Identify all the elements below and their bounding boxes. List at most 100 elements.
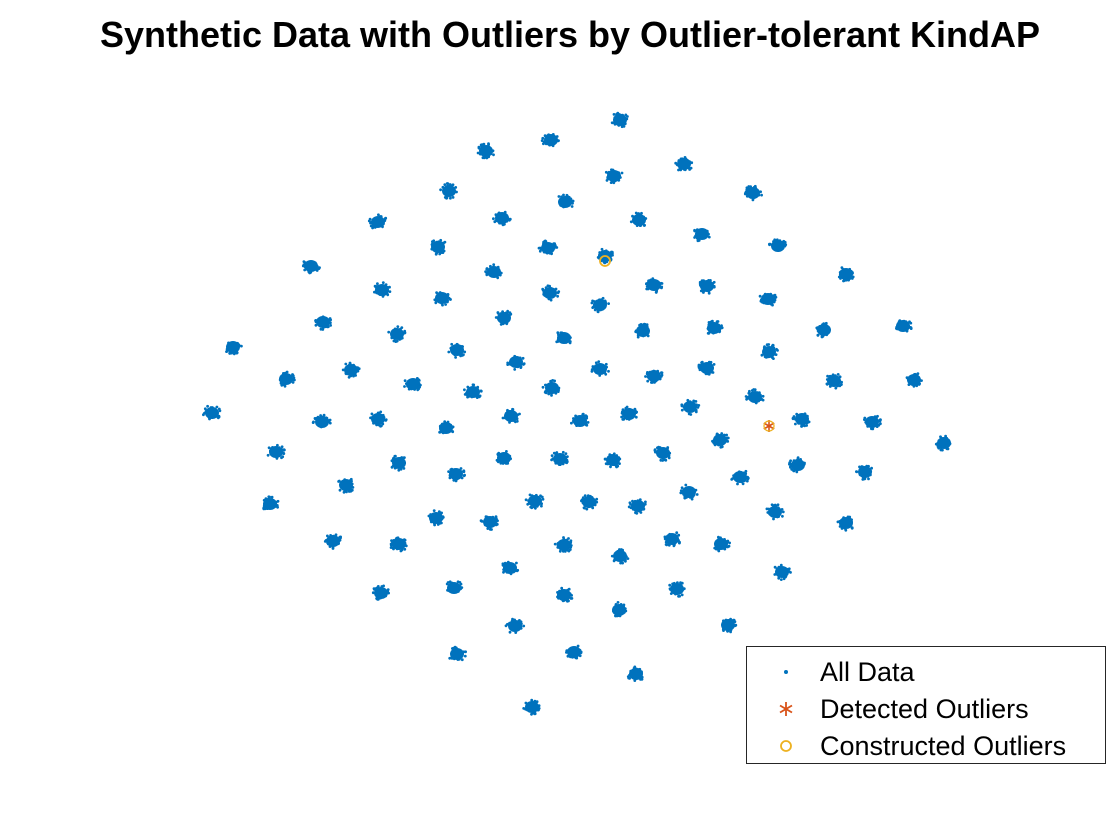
data-cluster — [301, 260, 321, 275]
data-cluster — [674, 156, 694, 172]
data-cluster — [744, 388, 765, 405]
data-cluster — [484, 263, 503, 280]
data-cluster — [668, 581, 686, 598]
detected-outlier-markers — [763, 420, 775, 432]
data-cluster — [768, 238, 788, 252]
data-cluster — [644, 369, 664, 384]
data-cluster — [629, 211, 648, 228]
data-cluster — [653, 445, 672, 462]
data-cluster — [825, 373, 843, 390]
data-cluster — [550, 450, 569, 466]
data-cluster — [278, 370, 296, 388]
detected-outlier-point — [763, 420, 775, 432]
data-cluster — [698, 279, 716, 295]
data-cluster — [495, 450, 512, 465]
data-cluster — [711, 432, 730, 449]
data-cluster — [730, 469, 750, 486]
data-cluster — [367, 213, 388, 230]
data-cluster — [604, 168, 624, 185]
data-cluster — [760, 343, 779, 360]
data-cluster — [855, 464, 873, 481]
data-cluster — [680, 398, 701, 416]
data-cluster — [537, 239, 559, 256]
data-cluster — [863, 414, 882, 431]
data-cluster — [590, 296, 610, 314]
data-cluster — [433, 291, 452, 307]
data-cluster — [492, 210, 512, 227]
data-cluster — [791, 412, 811, 428]
data-cluster — [626, 665, 644, 682]
data-cluster — [524, 493, 545, 510]
data-cluster — [905, 372, 923, 388]
data-cluster — [743, 184, 763, 202]
data-cluster — [555, 331, 572, 345]
data-cluster — [693, 228, 711, 243]
all-data-points — [202, 111, 952, 716]
data-cluster — [225, 341, 243, 356]
data-cluster — [610, 548, 630, 565]
constructed-outlier-markers — [599, 255, 611, 267]
data-cluster — [836, 515, 854, 532]
data-cluster — [603, 452, 622, 469]
data-cluster — [773, 563, 792, 581]
data-cluster — [448, 645, 467, 662]
data-cluster — [580, 494, 599, 511]
data-cluster — [447, 467, 466, 483]
data-cluster — [371, 584, 390, 601]
data-cluster — [447, 342, 467, 359]
data-cluster — [706, 319, 724, 335]
data-cluster — [679, 483, 699, 501]
data-cluster — [427, 509, 445, 527]
data-cluster — [202, 404, 222, 421]
legend-label: Constructed Outliers — [820, 731, 1067, 761]
data-cluster — [758, 292, 778, 307]
data-cluster — [553, 536, 573, 553]
data-cluster — [341, 361, 361, 379]
data-cluster — [504, 617, 526, 634]
data-cluster — [476, 142, 495, 160]
data-cluster — [522, 698, 541, 716]
data-cluster — [439, 182, 458, 200]
data-cluster — [540, 133, 560, 148]
data-cluster — [645, 277, 664, 294]
data-cluster — [387, 325, 407, 343]
legend-entry-all-data: All Data — [747, 653, 1105, 690]
data-cluster — [323, 533, 342, 550]
data-cluster — [788, 456, 806, 474]
legend-label: Detected Outliers — [820, 694, 1029, 724]
data-cluster — [765, 503, 785, 521]
data-cluster — [663, 531, 681, 548]
data-cluster — [721, 617, 738, 634]
data-cluster — [565, 644, 583, 660]
data-cluster — [389, 536, 408, 553]
data-cluster — [506, 354, 526, 371]
data-cluster — [634, 322, 650, 339]
data-cluster — [610, 111, 629, 129]
data-cluster — [557, 193, 575, 209]
data-cluster — [837, 266, 855, 283]
data-cluster — [815, 321, 831, 339]
dot-icon — [784, 670, 788, 674]
legend: All Data Detected Outliers Constructed O… — [746, 646, 1106, 764]
data-cluster — [369, 410, 388, 428]
legend-entry-constructed-outliers: Constructed Outliers — [747, 727, 1105, 764]
data-cluster — [612, 601, 628, 618]
data-cluster — [430, 238, 447, 256]
circle-icon — [780, 740, 792, 752]
data-cluster — [314, 315, 332, 331]
data-cluster — [895, 319, 913, 333]
data-cluster — [494, 309, 513, 326]
data-cluster — [262, 495, 280, 511]
data-cluster — [373, 281, 392, 298]
data-cluster — [556, 586, 574, 603]
data-cluster — [479, 515, 499, 531]
data-cluster — [590, 360, 610, 377]
data-cluster — [445, 580, 464, 594]
data-cluster — [541, 379, 561, 397]
data-cluster — [403, 377, 422, 392]
data-cluster — [934, 434, 952, 452]
data-cluster — [570, 412, 590, 427]
data-cluster — [311, 413, 332, 429]
legend-entry-detected-outliers: Detected Outliers — [747, 690, 1105, 727]
